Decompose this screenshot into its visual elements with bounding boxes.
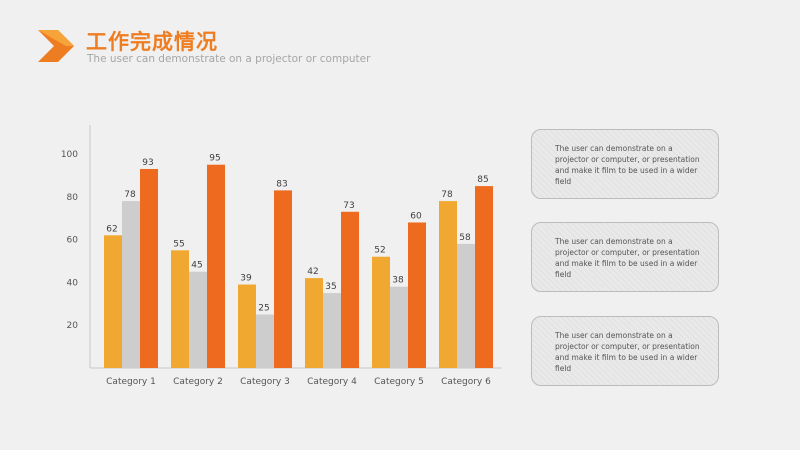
- y-tick-label: 60: [67, 236, 79, 246]
- data-label: 42: [307, 267, 318, 277]
- x-tick-label: Category 3: [240, 377, 290, 387]
- data-label: 93: [142, 158, 153, 168]
- x-tick-label: Category 1: [106, 377, 156, 387]
- y-tick-label: 40: [67, 278, 79, 288]
- bar-s3-2: [207, 164, 225, 368]
- bar-s2-4: [323, 293, 341, 368]
- data-label: 95: [209, 154, 220, 164]
- y-tick-label: 20: [67, 321, 79, 331]
- bar-s2-2: [189, 271, 207, 368]
- note-text-2: The user can demonstrate on a projector …: [555, 237, 700, 279]
- bar-s1-6: [439, 201, 457, 368]
- note-text-1: The user can demonstrate on a projector …: [555, 144, 700, 186]
- y-tick-label: 100: [61, 150, 78, 160]
- bar-s3-5: [408, 222, 426, 368]
- data-label: 62: [106, 224, 117, 234]
- data-label: 52: [374, 246, 385, 256]
- bar-s2-6: [457, 243, 475, 368]
- data-label: 25: [258, 304, 269, 314]
- bar-s2-5: [390, 286, 408, 368]
- bar-s1-3: [238, 284, 256, 368]
- bar-s3-1: [140, 168, 158, 368]
- data-label: 85: [477, 175, 488, 185]
- data-label: 73: [343, 201, 354, 211]
- x-tick-label: Category 2: [173, 377, 223, 387]
- logo-chevron-icon: [38, 30, 74, 62]
- data-label: 78: [441, 190, 453, 200]
- x-tick-label: Category 5: [374, 377, 424, 387]
- x-tick-label: Category 4: [307, 377, 357, 387]
- data-label: 78: [124, 190, 136, 200]
- data-label: 58: [459, 233, 471, 243]
- data-label: 60: [410, 211, 422, 221]
- note-box-3: The user can demonstrate on a projector …: [531, 316, 719, 386]
- bar-s1-4: [305, 278, 323, 368]
- bar-s3-3: [274, 190, 292, 368]
- bar-s3-4: [341, 211, 359, 368]
- data-label: 83: [276, 179, 287, 189]
- bar-s1-2: [171, 250, 189, 368]
- note-box-2: The user can demonstrate on a projector …: [531, 222, 719, 292]
- note-text-3: The user can demonstrate on a projector …: [555, 331, 700, 373]
- bar-s1-5: [372, 256, 390, 368]
- data-label: 55: [173, 239, 184, 249]
- data-label: 39: [240, 274, 252, 284]
- page-subtitle: The user can demonstrate on a projector …: [87, 53, 371, 65]
- bar-s2-3: [256, 314, 274, 368]
- y-tick-label: 80: [67, 193, 79, 203]
- bar-s2-1: [122, 201, 140, 368]
- note-box-1: The user can demonstrate on a projector …: [531, 129, 719, 199]
- bar-s1-1: [104, 235, 122, 368]
- bar-s3-6: [475, 186, 493, 368]
- x-tick-label: Category 6: [441, 377, 491, 387]
- data-label: 45: [191, 261, 202, 271]
- data-label: 38: [392, 276, 404, 286]
- page-title: 工作完成情况: [86, 30, 218, 54]
- data-label: 35: [325, 282, 336, 292]
